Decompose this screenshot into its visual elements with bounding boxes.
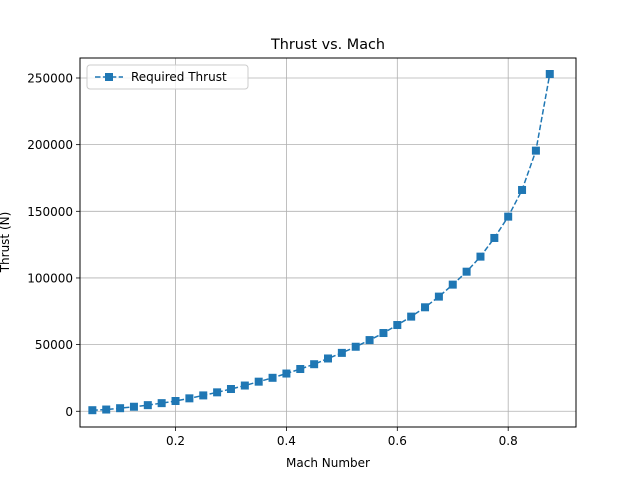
data-point <box>88 406 97 415</box>
data-point <box>185 394 194 403</box>
y-axis-label: Thrust (N) <box>0 212 12 274</box>
plot-area-background <box>80 58 576 427</box>
x-tick-label: 0.4 <box>277 434 296 448</box>
data-point <box>476 252 485 261</box>
data-point <box>226 385 235 394</box>
y-tick-label: 50000 <box>35 338 73 352</box>
data-point <box>545 70 554 78</box>
y-tick-label: 0 <box>65 405 73 419</box>
data-point <box>379 329 388 338</box>
data-point <box>462 267 471 276</box>
y-tick-label: 200000 <box>27 138 73 152</box>
x-tick-label: 0.8 <box>499 434 518 448</box>
data-point <box>310 360 319 369</box>
data-point <box>102 405 111 414</box>
data-point <box>324 354 332 363</box>
data-point <box>407 312 416 321</box>
legend-series-marker <box>105 73 113 81</box>
data-point <box>254 377 263 386</box>
data-point <box>351 342 360 351</box>
legend-label: Required Thrust <box>131 70 227 84</box>
x-tick-label: 0.2 <box>166 434 185 448</box>
y-tick-label: 100000 <box>27 271 73 285</box>
legend-box <box>86 64 249 90</box>
data-point <box>240 381 249 390</box>
data-point <box>434 292 443 301</box>
data-point <box>490 233 499 242</box>
y-axis-ticks: 0 50000 100000 150000 200000 250000 <box>27 71 80 419</box>
grid-lines <box>80 58 576 427</box>
series-layer <box>88 70 554 415</box>
data-point <box>393 321 402 330</box>
data-point <box>171 397 180 405</box>
data-point <box>213 388 222 397</box>
data-point <box>518 185 527 194</box>
y-tick-label: 250000 <box>27 71 73 85</box>
data-point <box>448 280 457 289</box>
data-point <box>504 212 513 221</box>
data-point <box>268 373 277 382</box>
x-axis-ticks: 0.2 0.4 0.6 0.8 <box>166 427 518 448</box>
data-point <box>129 402 138 411</box>
plot-frame <box>79 57 577 428</box>
data-point <box>143 401 152 410</box>
chart-title: Thrust vs. Mach <box>270 37 385 53</box>
data-point <box>157 399 166 408</box>
x-tick-label: 0.6 <box>388 434 407 448</box>
data-point <box>282 369 291 378</box>
data-point <box>116 404 125 413</box>
data-point <box>421 303 430 312</box>
data-point <box>337 348 346 357</box>
data-point <box>296 365 305 374</box>
y-tick-label: 150000 <box>27 205 73 219</box>
legend: Required Thrust <box>86 64 249 90</box>
data-point <box>531 146 540 155</box>
x-axis-label: Mach Number <box>286 456 370 470</box>
data-point <box>365 336 374 345</box>
data-point <box>199 391 208 400</box>
